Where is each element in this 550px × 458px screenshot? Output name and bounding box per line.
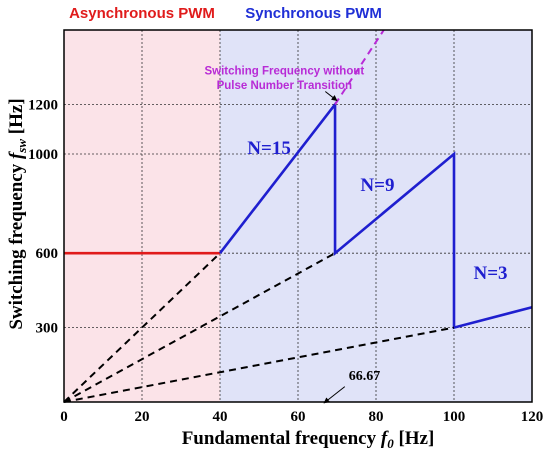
region-title-synchronous: Synchronous PWM [245,5,382,22]
y-tick-label: 300 [36,321,59,337]
plot-frame [63,29,533,403]
x-tick-label: 80 [369,409,384,425]
y-axis-label-subscript: sw [14,139,29,154]
x-tick-label: 120 [521,409,544,425]
series-line-2 [218,100,533,330]
x-axis-label-unit: [Hz] [394,428,435,449]
y-tick-label: 1200 [28,97,58,113]
y-tick-labels: 300 600 1000 1200 [28,97,58,336]
x-tick-label: 100 [443,409,466,425]
x-tick-label: 0 [60,409,68,425]
y-tick-label: 600 [36,246,59,262]
x-axis-label-text: Fundamental frequency [182,428,381,449]
series-line-4 [63,252,336,403]
x-tick-labels: 0 20 40 60 80 100 120 [60,409,543,425]
annotation-66-67: 66.67 [349,369,381,384]
x-tick-label: 20 [135,409,150,425]
x-axis-label-subscript: 0 [387,436,394,451]
x-axis-label: Fundamental frequency f0 [Hz] [182,428,435,451]
label-n3: N=3 [474,263,508,284]
x-axis-label-symbol: f [381,428,389,449]
annotation-switching-line-1: Switching Frequency without [204,66,364,78]
series-line-5 [63,326,455,403]
x-tick-label: 60 [291,409,306,425]
annotation-66-67-arrow [323,386,346,404]
annotation-switching-line-2: Pulse Number Transition [217,80,352,92]
label-n9: N=9 [360,175,394,196]
label-n15: N=15 [247,138,291,159]
series-line-6 [334,29,385,105]
y-axis-label-text: Switching frequency [6,159,27,330]
y-axis-label-unit: [Hz] [6,98,27,139]
annotation-switching-arrow [324,91,338,102]
y-axis-label-symbol: f [6,151,27,159]
x-tick-label: 40 [213,409,228,425]
y-tick-label: 1000 [28,147,58,163]
y-axis-label: Switching frequency fsw [Hz] [6,98,29,329]
series-group [63,29,533,403]
region-title-asynchronous: Asynchronous PWM [69,5,215,22]
